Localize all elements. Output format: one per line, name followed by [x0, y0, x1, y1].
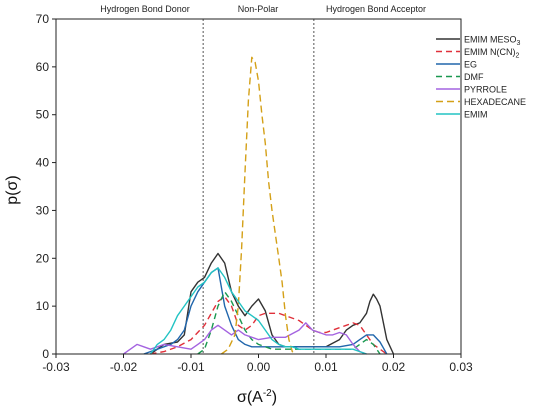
- region-label-donor: Hydrogen Bond Donor: [100, 4, 190, 14]
- region-label-nonpolar: Non-Polar: [238, 4, 279, 14]
- axes: [55, 18, 462, 355]
- x-tick-label: 0.00: [247, 360, 271, 374]
- x-axis-title-superscript: -2: [263, 388, 272, 399]
- plot-frame: [55, 18, 462, 355]
- y-tick-label: 20: [36, 251, 50, 265]
- series-line-pyrrole: [123, 322, 367, 355]
- y-tick-label: 0: [42, 347, 49, 361]
- legend-label: EMIM MESO3: [464, 35, 521, 48]
- y-tick-label: 40: [36, 156, 50, 170]
- x-tick-label: -0.01: [177, 360, 205, 374]
- series-line-emim-n-cn-: [150, 295, 388, 355]
- x-ticks: -0.03 -0.02 -0.01 0.00 0.01 0.02 0.03: [42, 354, 473, 374]
- legend-label: DMF: [464, 72, 484, 82]
- y-tick-label: 60: [36, 60, 50, 74]
- legend-label: PYRROLE: [464, 85, 507, 95]
- legend-label: HEXADECANE: [464, 97, 526, 107]
- region-label-acceptor: Hydrogen Bond Acceptor: [326, 4, 426, 14]
- y-tick-label: 50: [36, 108, 50, 122]
- legend-label: EG: [464, 60, 477, 70]
- series-line-emim: [149, 267, 367, 355]
- x-tick-label: -0.02: [110, 360, 138, 374]
- y-tick-label: 70: [36, 12, 50, 26]
- x-tick-label: 0.02: [382, 360, 406, 374]
- series-layer: [123, 56, 395, 355]
- x-tick-label: 0.01: [314, 360, 338, 374]
- x-tick-label: 0.03: [449, 360, 473, 374]
- cutoff-lines: [202, 19, 315, 354]
- legend-label: EMIM: [464, 110, 488, 120]
- series-line-emim-meso: [150, 252, 395, 355]
- y-tick-label: 10: [36, 299, 50, 313]
- y-ticks: 0 10 20 30 40 50 60 70: [36, 12, 56, 361]
- series-line-dmf: [197, 291, 381, 355]
- x-axis-title-main: σ(A: [237, 389, 263, 406]
- x-tick-label: -0.03: [42, 360, 70, 374]
- x-axis-title-close: ): [272, 389, 277, 406]
- series-line-hexadecane: [220, 56, 297, 355]
- y-tick-label: 30: [36, 203, 50, 217]
- y-axis-title: p(σ): [4, 175, 21, 204]
- x-axis-title: σ(A-2): [237, 388, 277, 406]
- legend-label: EMIM N(CN)2: [464, 47, 520, 60]
- series-line-eg: [143, 267, 388, 355]
